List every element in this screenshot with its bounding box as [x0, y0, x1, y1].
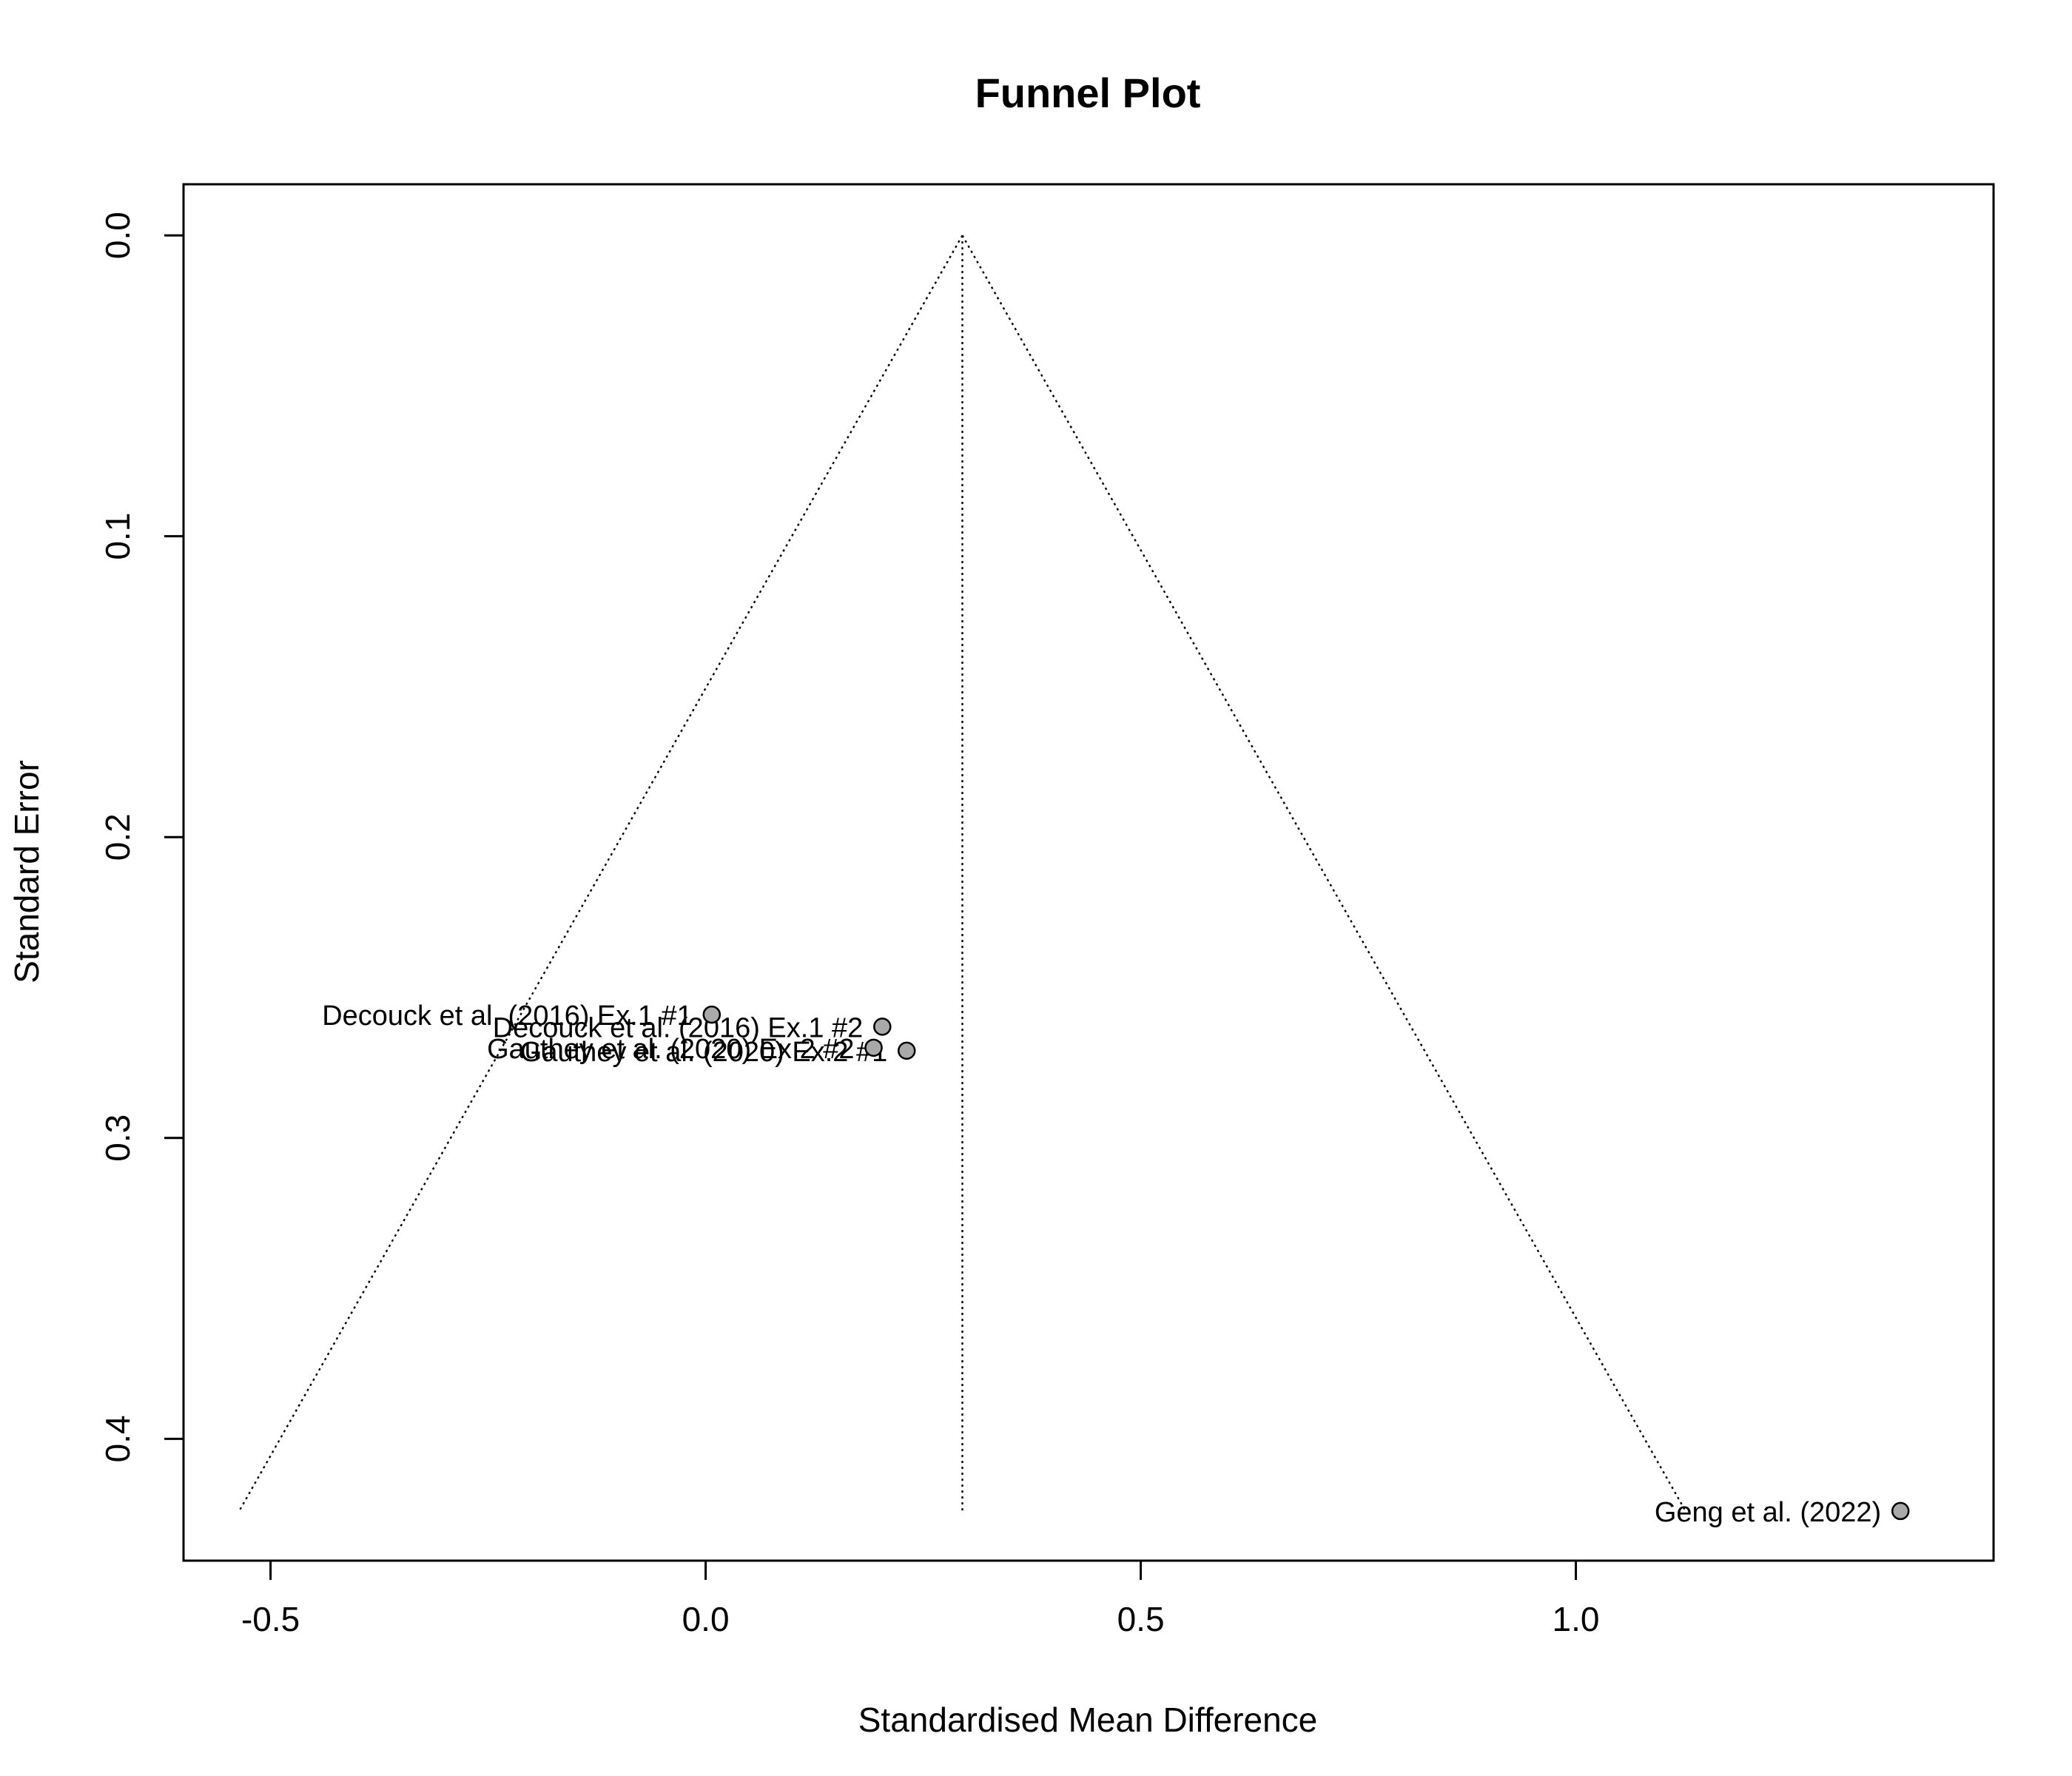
point-label: Gauthey et al. (2020) Ex.2 #1	[520, 1037, 887, 1068]
x-tick-label: 0.5	[1117, 1600, 1165, 1638]
x-tick-label: 1.0	[1553, 1600, 1600, 1638]
y-tick-label: 0.3	[98, 1114, 137, 1162]
y-tick-label: 0.2	[98, 813, 137, 861]
y-axis-label: Standard Error	[7, 760, 46, 983]
data-point	[702, 1005, 722, 1024]
data-points	[702, 1005, 1910, 1521]
y-tick-label: 0.0	[98, 212, 137, 259]
point-label: Gauthey et al. (2020) Ex.2 #2	[487, 1034, 854, 1065]
x-axis: -0.5 0.0 0.5 1.0	[241, 1559, 1600, 1638]
point-label: Decouck et al. (2016) Ex.1 #1	[322, 1000, 693, 1032]
funnel-lines	[238, 235, 1686, 1512]
x-tick-label: -0.5	[241, 1600, 300, 1638]
data-point	[1891, 1501, 1910, 1521]
data-point	[873, 1018, 892, 1036]
x-tick-label: 0.0	[682, 1600, 730, 1638]
data-point	[864, 1038, 883, 1057]
funnel-right-line	[961, 235, 1686, 1512]
y-tick-label: 0.4	[98, 1415, 137, 1462]
data-point	[897, 1041, 916, 1060]
chart-title: Funnel Plot	[975, 70, 1201, 116]
funnel-left-line	[238, 235, 963, 1512]
point-label: Decouck et al. (2016) Ex.1 #2	[493, 1012, 864, 1043]
x-axis-label: Standardised Mean Difference	[858, 1701, 1318, 1739]
point-label: Geng et al. (2022)	[1655, 1497, 1881, 1528]
y-axis: 0.0 0.1 0.2 0.3 0.4	[98, 212, 185, 1462]
y-tick-label: 0.1	[98, 513, 137, 560]
